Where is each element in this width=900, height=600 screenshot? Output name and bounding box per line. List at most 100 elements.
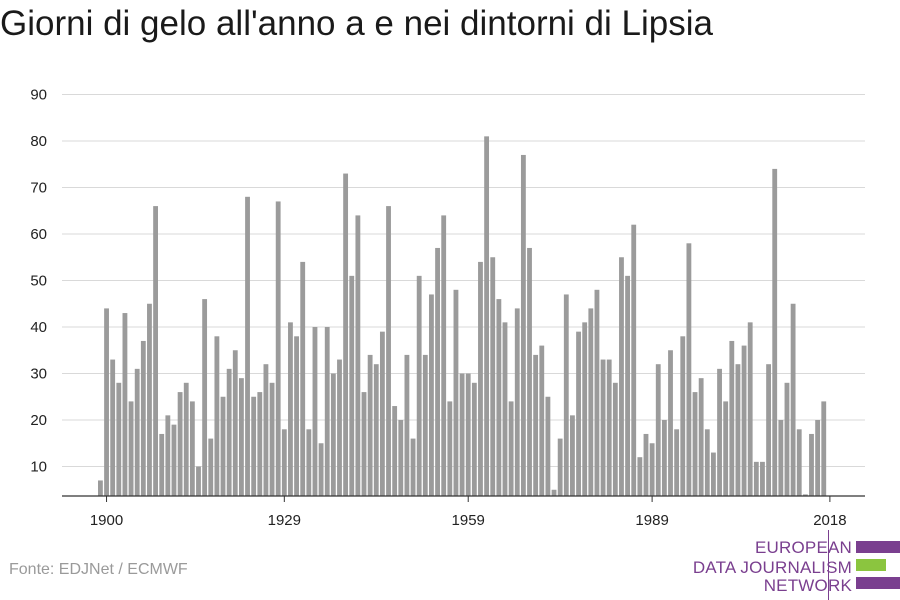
bar-1955 xyxy=(441,215,447,496)
bar-1967 xyxy=(514,308,520,496)
bar-2009 xyxy=(772,168,778,496)
bar-1982 xyxy=(606,359,612,496)
bar-1935 xyxy=(318,443,324,496)
bar-1927 xyxy=(269,382,275,496)
bar-1921 xyxy=(232,350,238,496)
y-tick-label: 50 xyxy=(30,273,47,290)
bar-1998 xyxy=(704,429,710,496)
bar-2015 xyxy=(809,433,814,496)
bar-1959 xyxy=(465,373,471,496)
bar-2013 xyxy=(796,429,802,496)
bar-1984 xyxy=(619,257,624,496)
y-tick-label: 60 xyxy=(30,226,47,243)
chart-title: Giorni di gelo all'anno a e nei dintorni… xyxy=(0,4,713,43)
bar-1917 xyxy=(208,438,214,496)
bar-1952 xyxy=(422,354,428,496)
bar-1966 xyxy=(508,401,514,496)
x-tick-label: 1929 xyxy=(268,512,301,529)
bar-1970 xyxy=(533,354,539,496)
bar-1972 xyxy=(545,396,551,496)
bar-1948 xyxy=(398,420,404,496)
logo-bar-purple-bottom xyxy=(856,577,900,589)
bar-2017 xyxy=(821,401,827,496)
bar-1916 xyxy=(202,299,208,496)
bar-1965 xyxy=(502,322,508,496)
bar-1985 xyxy=(625,275,631,496)
bar-1920 xyxy=(226,368,232,496)
bar-1973 xyxy=(551,489,557,496)
y-tick-label: 20 xyxy=(30,412,47,429)
bar-1991 xyxy=(661,420,667,496)
x-tick-label: 1959 xyxy=(452,512,485,529)
x-tick-label: 1989 xyxy=(635,512,668,529)
bar-1994 xyxy=(680,336,686,496)
bar-1903 xyxy=(122,313,128,496)
bar-1978 xyxy=(582,322,588,496)
bar-1912 xyxy=(177,392,183,496)
bar-1990 xyxy=(655,364,661,496)
bar-1976 xyxy=(570,415,575,496)
bar-2006 xyxy=(753,461,759,496)
edjnet-logo: EUROPEAN DATA JOURNALISM NETWORK xyxy=(693,530,900,600)
bar-1989 xyxy=(649,443,655,496)
bar-1993 xyxy=(674,429,680,496)
bar-1922 xyxy=(238,378,244,496)
bar-1944 xyxy=(373,364,379,496)
bar-2007 xyxy=(760,461,765,496)
bar-1960 xyxy=(471,382,477,496)
bar-1902 xyxy=(116,382,122,496)
bar-1929 xyxy=(281,429,287,496)
bars xyxy=(98,136,827,497)
bar-1958 xyxy=(459,373,465,496)
bar-1928 xyxy=(275,201,281,496)
bar-1964 xyxy=(496,299,502,496)
bar-1981 xyxy=(600,359,606,496)
x-tick-label: 1900 xyxy=(90,512,123,529)
bar-1941 xyxy=(355,215,361,496)
bar-2010 xyxy=(778,420,784,496)
bar-1975 xyxy=(563,294,569,496)
bar-1951 xyxy=(416,275,422,496)
bar-1913 xyxy=(183,382,189,496)
source-note: Fonte: EDJNet / ECMWF xyxy=(9,561,188,578)
logo-line-2: DATA JOURNALISM xyxy=(692,558,852,577)
bar-1961 xyxy=(478,261,483,496)
bar-1936 xyxy=(324,327,330,496)
bar-1938 xyxy=(337,359,342,496)
bar-1909 xyxy=(159,433,165,496)
bar-1904 xyxy=(128,401,134,496)
bar-1924 xyxy=(251,396,257,496)
bar-1934 xyxy=(312,327,318,496)
bar-1915 xyxy=(196,466,201,496)
bar-2012 xyxy=(790,303,796,496)
y-tick-label: 30 xyxy=(30,366,47,383)
bar-1910 xyxy=(165,415,171,496)
bar-1945 xyxy=(379,331,385,496)
bar-1899 xyxy=(98,480,103,496)
bar-1999 xyxy=(711,452,716,496)
bar-1956 xyxy=(447,401,453,496)
bar-1939 xyxy=(343,173,349,497)
bar-1968 xyxy=(520,154,526,496)
bar-1943 xyxy=(367,354,373,496)
bar-1995 xyxy=(686,243,692,496)
bar-1946 xyxy=(386,206,391,496)
y-tick-label: 80 xyxy=(30,133,47,150)
bar-1900 xyxy=(104,308,109,496)
bar-1983 xyxy=(612,382,618,496)
logo-bar-green xyxy=(856,559,886,571)
bar-1930 xyxy=(288,322,293,496)
logo-line-1: EUROPEAN xyxy=(754,538,852,557)
bar-1950 xyxy=(410,438,416,496)
bar-1906 xyxy=(140,340,146,496)
bar-1986 xyxy=(631,224,637,496)
bar-1919 xyxy=(220,396,226,496)
y-tick-label: 10 xyxy=(30,459,47,476)
bar-1974 xyxy=(557,438,563,496)
bar-1901 xyxy=(110,359,116,496)
bar-1942 xyxy=(361,392,367,496)
bar-2003 xyxy=(735,364,741,496)
bar-2008 xyxy=(766,364,771,496)
bar-1947 xyxy=(392,406,398,496)
